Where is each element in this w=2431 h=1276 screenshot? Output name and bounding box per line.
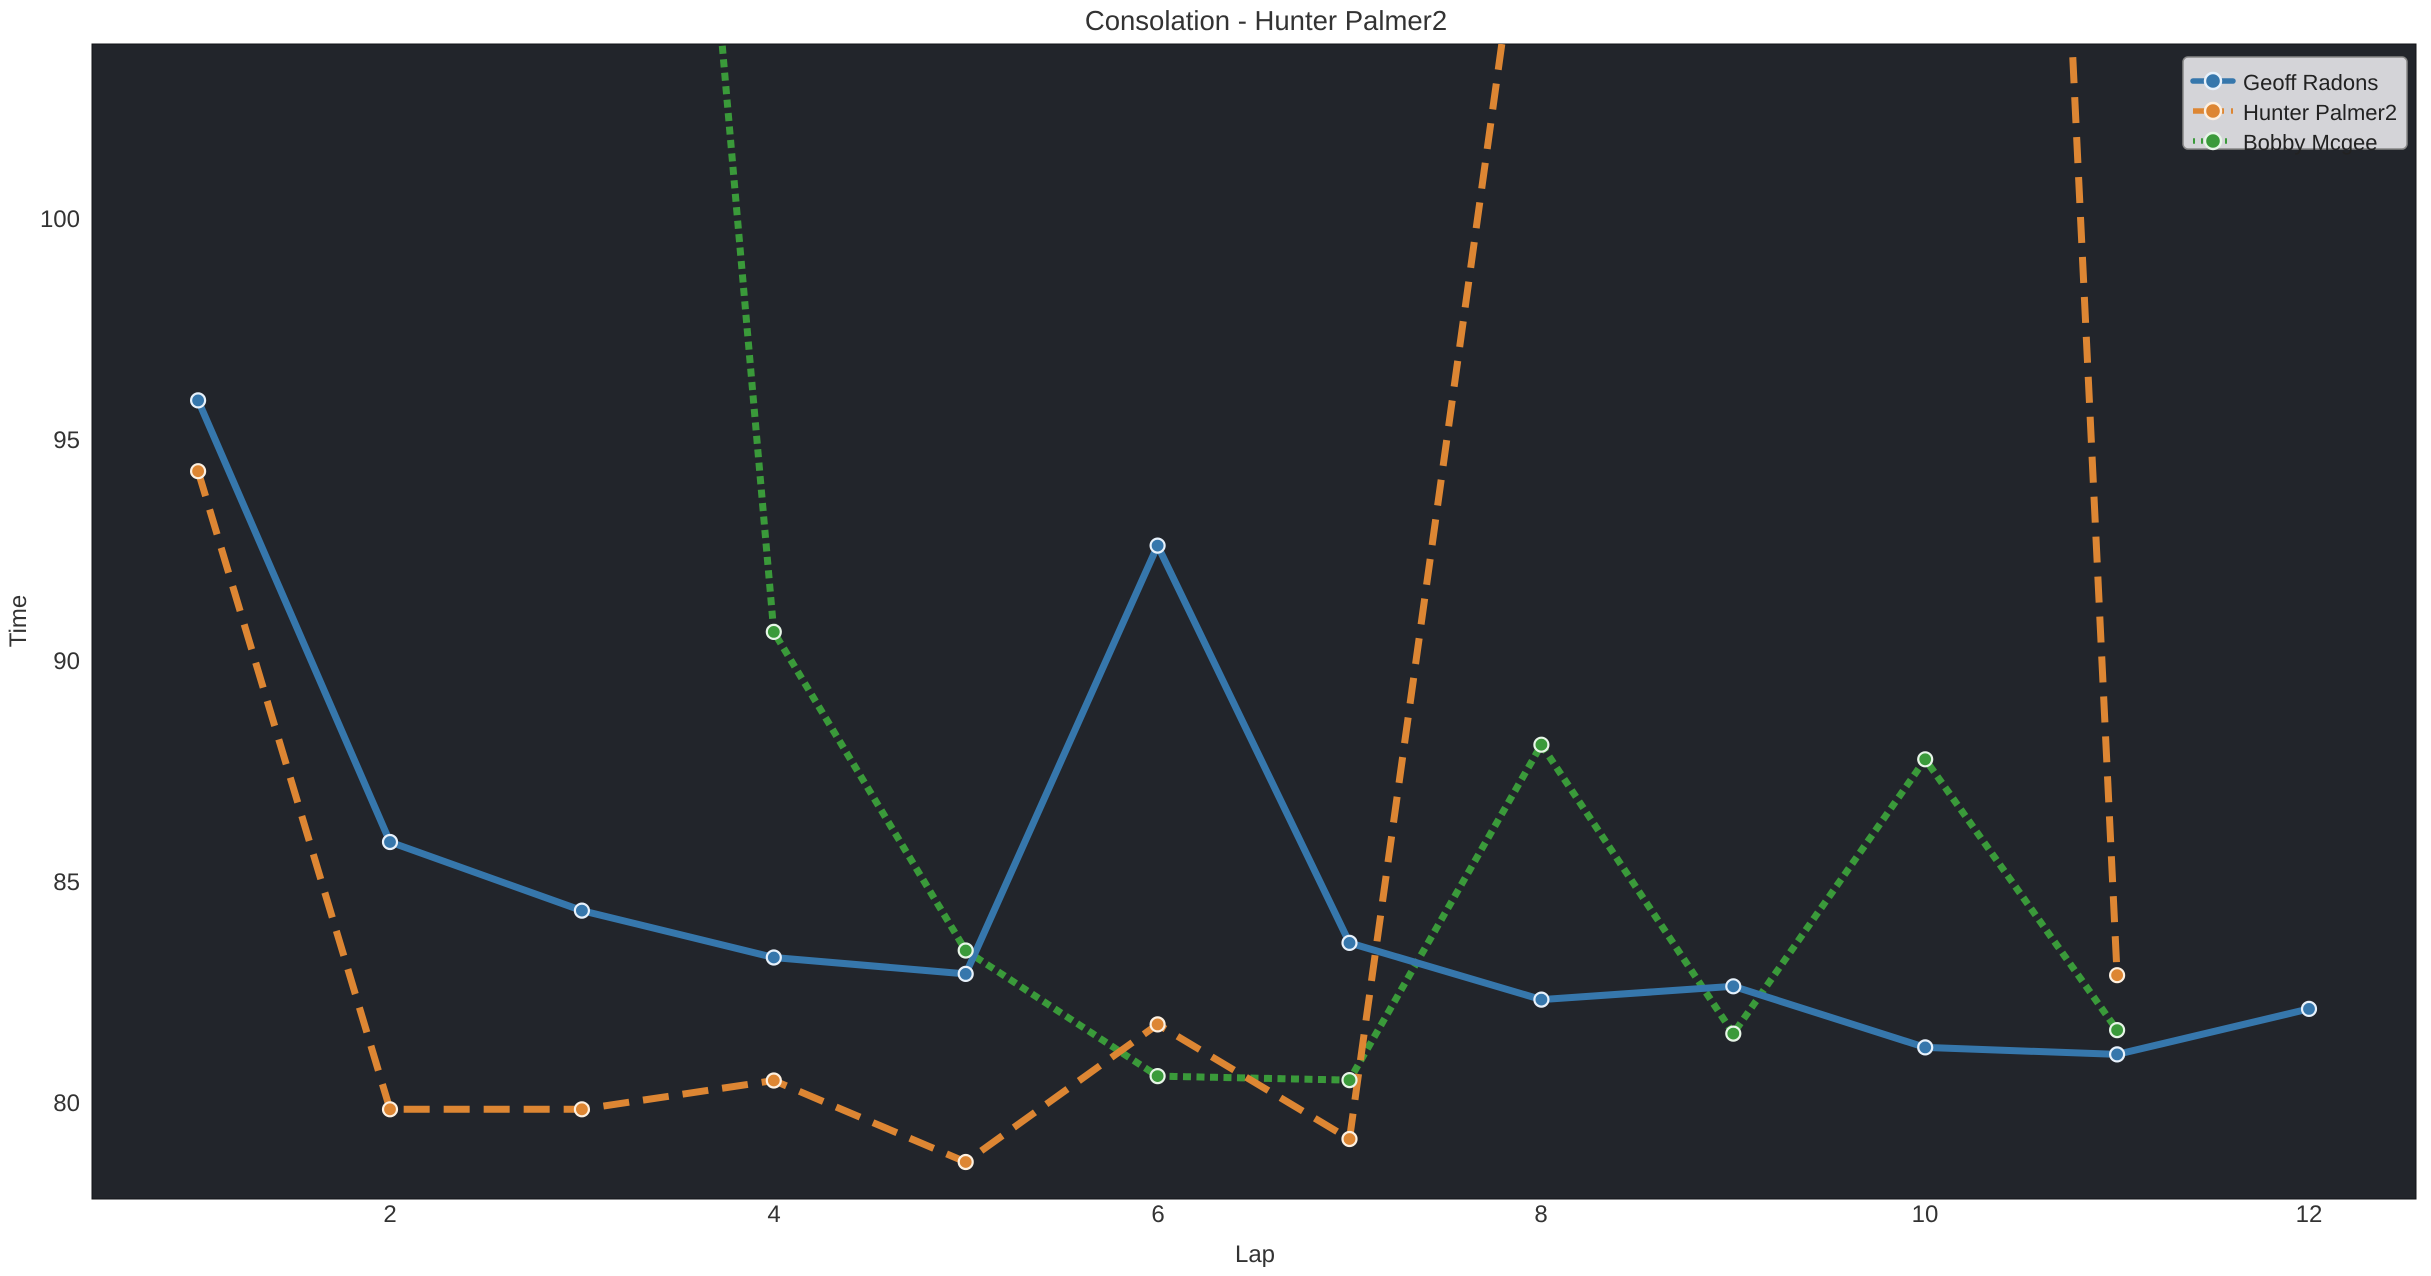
svg-text:12: 12 <box>2296 1201 2323 1228</box>
svg-text:2: 2 <box>383 1201 396 1228</box>
svg-text:85: 85 <box>53 869 80 896</box>
svg-text:Hunter Palmer2: Hunter Palmer2 <box>2243 100 2397 125</box>
svg-text:Lap: Lap <box>1235 1241 1275 1268</box>
svg-text:100: 100 <box>40 206 80 233</box>
svg-text:95: 95 <box>53 427 80 454</box>
svg-text:10: 10 <box>1912 1201 1939 1228</box>
svg-text:80: 80 <box>53 1090 80 1117</box>
svg-text:8: 8 <box>1534 1201 1547 1228</box>
svg-text:4: 4 <box>767 1201 780 1228</box>
svg-text:Geoff Radons: Geoff Radons <box>2243 70 2378 95</box>
svg-text:Consolation - Hunter Palmer2: Consolation - Hunter Palmer2 <box>1085 5 1447 36</box>
svg-text:Time: Time <box>5 595 32 647</box>
svg-text:90: 90 <box>53 648 80 675</box>
svg-text:6: 6 <box>1151 1201 1164 1228</box>
svg-text:Bobby Mcgee: Bobby Mcgee <box>2243 130 2378 155</box>
